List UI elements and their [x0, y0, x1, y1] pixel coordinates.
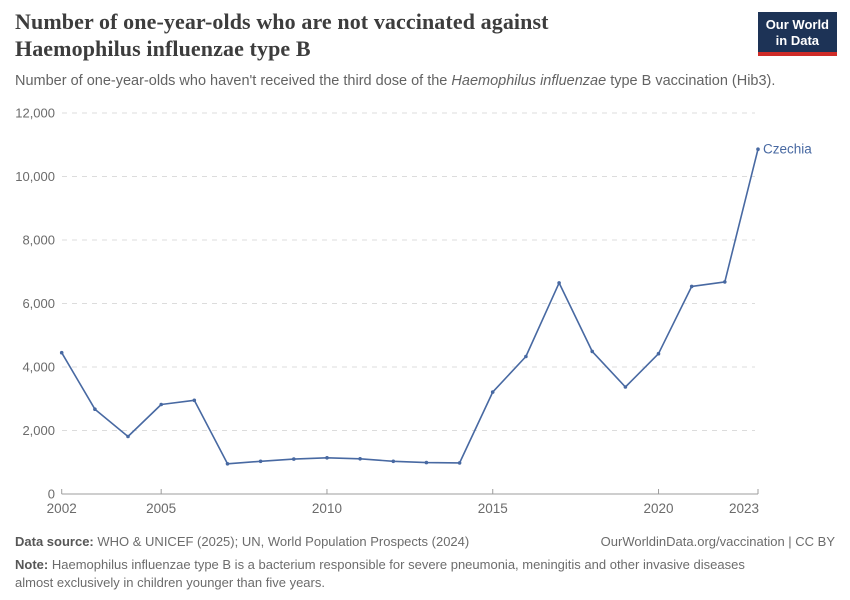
x-axis-tick-label: 2002 — [47, 501, 77, 516]
data-point[interactable] — [524, 354, 528, 359]
note-label: Note: — [15, 557, 49, 572]
line-chart[interactable]: 0 2,000 4,000 6,000 8,000 10,000 12,000 2002 200… — [0, 100, 850, 525]
trend-line[interactable] — [61, 149, 759, 465]
data-point[interactable] — [126, 434, 130, 439]
data-point[interactable] — [225, 462, 230, 466]
subtitle-tail: type B vaccination (Hib3). — [606, 73, 776, 89]
subtitle-italic-species: Haemophilus influenzae — [451, 73, 607, 89]
data-point[interactable] — [391, 459, 396, 464]
data-point[interactable] — [192, 398, 197, 403]
note-text: Haemophilus influenzae type B is a bacte… — [15, 557, 745, 590]
x-axis-tick-label: 2023 — [729, 501, 759, 516]
x-axis-tick-label: 2015 — [478, 501, 508, 516]
data-point[interactable] — [93, 407, 97, 412]
data-source-label: Data source: — [15, 534, 94, 549]
y-axis-tick-label: 6,000 — [22, 296, 55, 311]
footer: Data source: WHO & UNICEF (2025); UN, Wo… — [15, 533, 835, 550]
owid-license-link[interactable]: OurWorldinData.org/vaccination | CC BY — [600, 534, 835, 549]
y-axis-tick-label: 12,000 — [15, 106, 55, 121]
chart-canvas[interactable]: 0 2,000 4,000 6,000 8,000 10,000 12,000 2002 200… — [0, 100, 850, 525]
data-point[interactable] — [292, 457, 296, 461]
data-source-text: WHO & UNICEF (2025); UN, World Populatio… — [97, 534, 470, 549]
data-point[interactable] — [557, 281, 561, 285]
data-point[interactable] — [325, 456, 329, 460]
page-title: Number of one-year-olds who are not vacc… — [15, 9, 549, 61]
subtitle-text: Number of one-year-olds who haven't rece… — [15, 73, 452, 89]
y-axis-tick-label: 0 — [48, 487, 55, 502]
data-point[interactable] — [656, 351, 661, 356]
data-point[interactable] — [689, 284, 694, 289]
y-axis-tick-label: 4,000 — [22, 360, 55, 375]
data-point[interactable] — [490, 390, 495, 394]
x-axis-tick-label: 2010 — [312, 501, 342, 516]
data-point[interactable] — [258, 459, 263, 464]
series-end-label[interactable]: Czechia — [763, 142, 812, 157]
data-source: Data source: WHO & UNICEF (2025); UN, Wo… — [15, 533, 469, 550]
y-axis-tick-label: 8,000 — [22, 233, 55, 248]
y-axis-tick-label: 2,000 — [22, 423, 55, 438]
owid-logo-line1: Our World — [765, 17, 829, 32]
x-axis-tick-label: 2005 — [146, 501, 176, 516]
owid-logo[interactable]: Our World in Data — [757, 12, 837, 56]
data-point[interactable] — [59, 350, 64, 355]
data-point[interactable] — [590, 349, 594, 354]
data-point[interactable] — [159, 402, 163, 407]
chart-note: Note: Haemophilus influenzae type B is a… — [15, 556, 757, 591]
data-point[interactable] — [623, 385, 628, 389]
data-point[interactable] — [723, 280, 727, 284]
data-point[interactable] — [424, 460, 429, 465]
data-point[interactable] — [756, 147, 760, 151]
x-axis-tick-label: 2020 — [644, 501, 674, 516]
owid-logo-line2: in Data — [775, 33, 820, 48]
data-point[interactable] — [457, 461, 462, 465]
data-point[interactable] — [358, 457, 362, 461]
chart-subtitle: Number of one-year-olds who haven't rece… — [15, 72, 835, 91]
y-axis-tick-label: 10,000 — [15, 169, 55, 184]
